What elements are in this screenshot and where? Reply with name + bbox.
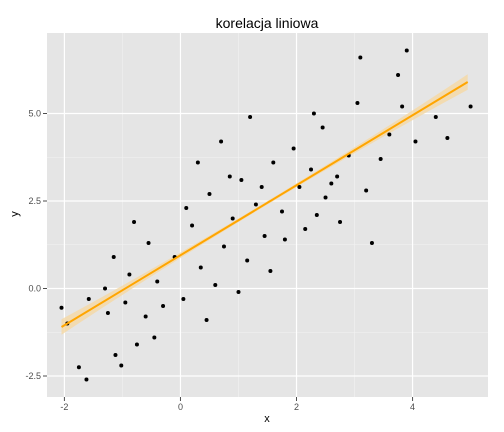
data-point [291, 146, 296, 151]
data-point [282, 237, 287, 242]
data-point [396, 73, 401, 77]
data-point [335, 174, 340, 179]
data-point [123, 300, 128, 305]
data-point [132, 220, 137, 224]
data-point [355, 101, 360, 105]
x-axis-title: x [264, 413, 270, 425]
data-point [404, 48, 409, 53]
data-point [184, 206, 189, 210]
data-point [259, 185, 264, 189]
y-axis-ticks: -2.5 0.0 2.5 5.0 [25, 109, 47, 381]
data-point [113, 353, 118, 357]
data-point [236, 290, 241, 294]
y-tick-label: 2.5 [28, 196, 41, 206]
data-point [268, 269, 273, 273]
data-point [358, 55, 363, 60]
data-point [248, 115, 253, 119]
data-point [143, 314, 148, 319]
data-point [413, 139, 418, 144]
data-point [271, 160, 276, 165]
data-point [320, 125, 325, 130]
y-tick-label: -2.5 [25, 371, 41, 381]
fit-line-layer [60, 81, 469, 328]
data-point [86, 297, 91, 301]
data-point [134, 342, 139, 347]
points-layer [59, 48, 473, 382]
chart-title: korelacja liniowa [216, 15, 319, 31]
data-point [369, 241, 374, 245]
data-point [245, 258, 250, 263]
data-point [364, 188, 369, 193]
data-point [262, 234, 267, 238]
x-tick-label: 2 [294, 402, 299, 412]
data-point [303, 227, 308, 231]
data-point [227, 174, 232, 179]
data-point [433, 115, 438, 119]
data-point [190, 223, 195, 228]
x-tick-label: 4 [410, 402, 415, 412]
data-point [280, 209, 285, 214]
x-tick-label: -2 [60, 402, 68, 412]
data-point [329, 181, 334, 186]
data-point [311, 111, 316, 116]
data-point [198, 265, 203, 270]
data-point [230, 216, 235, 221]
data-point [204, 318, 209, 322]
data-point [207, 192, 212, 196]
data-point [152, 335, 157, 340]
plot-panel [47, 33, 488, 397]
data-point [111, 255, 116, 259]
data-point [84, 377, 89, 382]
data-point [155, 279, 160, 284]
data-point [119, 363, 124, 368]
data-point [387, 132, 392, 137]
data-point [468, 104, 473, 109]
data-point [253, 202, 258, 207]
x-axis-ticks: -2 0 2 4 [60, 397, 415, 412]
y-tick-label: 5.0 [28, 109, 41, 119]
data-point [105, 311, 110, 315]
data-point [181, 297, 186, 301]
data-point [309, 167, 314, 172]
data-point [219, 139, 224, 144]
data-point [59, 305, 64, 310]
data-point [103, 286, 108, 291]
data-point [378, 157, 383, 161]
data-point [161, 304, 166, 308]
data-point [195, 160, 200, 165]
data-point [314, 213, 319, 217]
y-axis-title: y [9, 211, 21, 217]
data-point [338, 220, 343, 224]
x-tick-label: 0 [178, 402, 183, 412]
data-point [323, 195, 328, 200]
data-point [146, 241, 151, 245]
data-point [127, 272, 132, 277]
data-point [297, 185, 302, 189]
y-tick-label: 0.0 [28, 284, 41, 294]
data-point [213, 283, 218, 287]
data-point [76, 365, 81, 370]
data-point [221, 244, 226, 249]
data-point [400, 104, 405, 109]
data-point [445, 136, 450, 140]
fit-line [60, 81, 469, 328]
data-point [239, 178, 244, 182]
